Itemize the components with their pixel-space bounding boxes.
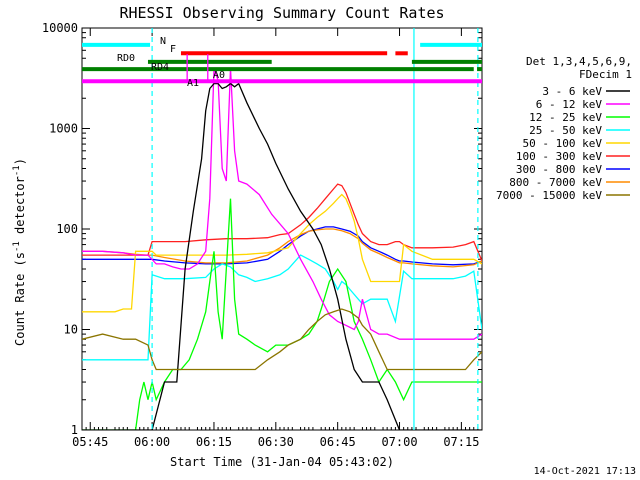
x-tick-label: 07:00 (381, 435, 417, 449)
y-tick-label: 1000 (49, 122, 78, 136)
x-tick-label: 05:45 (72, 435, 108, 449)
footer-date: 14-Oct-2021 17:13 (534, 466, 636, 477)
legend-header: FDecim 1 (579, 68, 632, 81)
x-tick-label: 06:15 (196, 435, 232, 449)
legend-label: 25 - 50 keV (529, 124, 602, 137)
series-line (82, 82, 482, 430)
y-axis-label: Count Rate (s-1 detector-1) (12, 158, 27, 346)
legend-label: 7000 - 15000 keV (496, 189, 602, 202)
series-line (82, 308, 482, 371)
flag-bars: NF RD0 RD4 A1 A0 (82, 28, 482, 430)
x-tick-label: 06:30 (258, 435, 294, 449)
series-line (82, 183, 482, 262)
legend-label: 800 - 7000 keV (509, 176, 602, 189)
legend-label: 300 - 800 keV (516, 163, 602, 176)
legend-label: 100 - 300 keV (516, 150, 602, 163)
series-line (82, 67, 482, 340)
axes: 05:45 06:00 06:15 06:30 06:45 07:00 07:15 1 10 10… (42, 21, 483, 449)
y-tick-label: 1 (71, 423, 78, 437)
series-line (82, 193, 482, 313)
series-layer (82, 67, 482, 430)
legend-header: Det 1,3,4,5,6,9, (526, 55, 632, 68)
y-axis-label-text: Count Rate (s-1 detector-1) (12, 158, 27, 346)
y-tick-label: 10000 (42, 21, 78, 35)
legend-label: 3 - 6 keV (542, 85, 602, 98)
series-line (82, 198, 482, 430)
flag-label: A0 (213, 70, 225, 81)
chart-title: RHESSI Observing Summary Count Rates (119, 4, 444, 22)
legend-label: 50 - 100 keV (523, 137, 603, 150)
y-tick-label: 100 (56, 222, 78, 236)
flag-label: RD4 (151, 62, 169, 73)
y-tick-label: 10 (64, 323, 78, 337)
flag-label: N (160, 36, 166, 47)
legend-label: 12 - 25 keV (529, 111, 602, 124)
x-axis-label: Start Time (31-Jan-04 05:43:02) (170, 455, 394, 469)
series-line (82, 254, 482, 361)
legend-label: 6 - 12 keV (536, 98, 603, 111)
flag-label: F (170, 44, 176, 55)
flag-label: A1 (187, 78, 199, 89)
x-tick-label: 06:45 (320, 435, 356, 449)
x-tick-label: 06:00 (134, 435, 170, 449)
flag-label: RD0 (117, 53, 135, 64)
x-tick-label: 07:15 (443, 435, 479, 449)
